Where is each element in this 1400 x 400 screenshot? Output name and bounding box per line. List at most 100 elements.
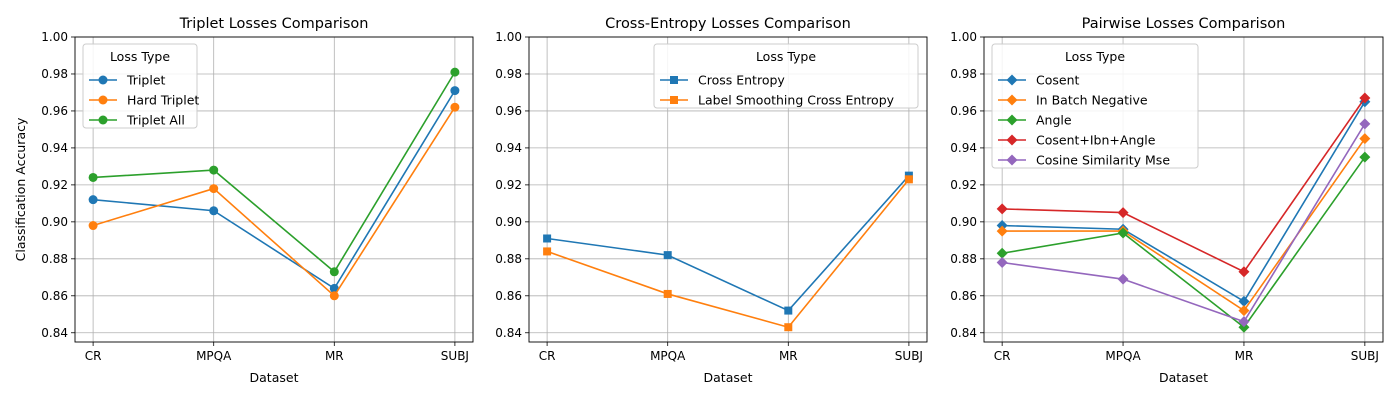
data-point bbox=[1238, 266, 1250, 278]
x-axis-label: Dataset bbox=[1159, 370, 1208, 385]
data-point bbox=[1117, 207, 1129, 219]
data-point bbox=[209, 165, 219, 175]
y-tick-label: 0.88 bbox=[950, 252, 977, 266]
chart-title: Cross-Entropy Losses Comparison bbox=[605, 16, 851, 32]
legend: Loss Type Triplet Hard Triplet Triplet All bbox=[82, 43, 199, 129]
legend: Loss Type Cosent In Batch Negative Angle Cos… bbox=[991, 43, 1199, 169]
chart-title: Triplet Losses Comparison bbox=[179, 16, 369, 32]
data-point bbox=[996, 203, 1008, 215]
legend-marker bbox=[98, 95, 108, 105]
series-line bbox=[1002, 101, 1366, 303]
legend-marker bbox=[98, 75, 108, 85]
legend-entry: Cross Entropy bbox=[660, 73, 785, 88]
series-cosine-similarity-mse bbox=[996, 118, 1371, 328]
series-line bbox=[546, 175, 910, 312]
series-cosent-ibn-angle bbox=[996, 92, 1371, 278]
legend: Loss Type Cross Entropy Label Smoothing Cr… bbox=[653, 43, 919, 109]
data-point bbox=[996, 257, 1008, 269]
data-point bbox=[784, 306, 793, 315]
y-tick-label: 1.00 bbox=[950, 30, 977, 44]
legend-label: Triplet All bbox=[126, 113, 185, 128]
legend-entry: Triplet All bbox=[89, 113, 185, 128]
x-tick-label: MR bbox=[779, 349, 798, 363]
x-tick-label: MPQA bbox=[650, 349, 686, 363]
legend-marker bbox=[1006, 74, 1018, 86]
legend-entry: Cosent bbox=[998, 73, 1080, 88]
x-axis-label: Dataset bbox=[250, 370, 299, 385]
y-tick-label: 0.92 bbox=[41, 178, 68, 192]
y-tick-label: 0.90 bbox=[495, 215, 522, 229]
series-line bbox=[93, 90, 456, 290]
legend-marker bbox=[98, 115, 108, 125]
series-line bbox=[546, 178, 910, 329]
series-line bbox=[92, 106, 456, 298]
y-tick-label: 0.92 bbox=[495, 178, 522, 192]
chart-title: Pairwise Losses Comparison bbox=[1082, 16, 1286, 32]
legend-label: Label Smoothing Cross Entropy bbox=[698, 93, 895, 108]
data-point bbox=[1238, 316, 1250, 328]
y-axis-label: Classification Accuracy bbox=[13, 117, 28, 261]
data-point bbox=[996, 220, 1008, 232]
data-point bbox=[329, 291, 339, 301]
legend-title: Loss Type bbox=[756, 49, 816, 64]
x-tick-label: MR bbox=[1235, 349, 1254, 363]
data-point bbox=[329, 267, 339, 277]
data-point bbox=[1238, 295, 1250, 307]
y-tick-label: 0.94 bbox=[41, 141, 68, 155]
x-tick-label: MR bbox=[325, 349, 344, 363]
legend-label: Hard Triplet bbox=[127, 93, 199, 108]
y-tick-label: 0.84 bbox=[950, 326, 977, 340]
axes-frame bbox=[983, 36, 1384, 343]
data-point bbox=[996, 247, 1008, 259]
legend-title: Loss Type bbox=[1065, 49, 1125, 64]
data-point bbox=[88, 172, 98, 182]
chart-panel-3: CR MPQA MR SUBJ 0.84 0.86 0.88 0.90 0.92 0.94 0.96… bbox=[950, 16, 1384, 385]
chart-panel-1: CR MPQA MR SUBJ 0.84 0.86 0.88 0.90 0.92 0.94 0.96… bbox=[13, 16, 474, 385]
x-tick-label: CR bbox=[85, 349, 102, 363]
legend-entry: Cosent+Ibn+Angle bbox=[998, 133, 1156, 148]
y-tick-label: 0.94 bbox=[950, 141, 977, 155]
y-tick-label: 0.84 bbox=[495, 326, 522, 340]
y-tick-label: 0.96 bbox=[950, 104, 977, 118]
y-tick-label: 0.98 bbox=[950, 67, 977, 81]
data-point bbox=[1238, 305, 1250, 317]
legend-label: Cosent+Ibn+Angle bbox=[1036, 133, 1156, 148]
series-line bbox=[1002, 138, 1366, 312]
legend-marker bbox=[1006, 154, 1018, 166]
data-point bbox=[663, 251, 672, 260]
x-tick-label: SUBJ bbox=[1351, 349, 1379, 363]
legend-label: In Batch Negative bbox=[1036, 93, 1148, 108]
axes-frame bbox=[74, 36, 474, 343]
legend-marker bbox=[1006, 94, 1018, 106]
legend-label: Triplet bbox=[126, 73, 166, 88]
y-tick-label: 0.86 bbox=[41, 289, 68, 303]
series-triplet bbox=[88, 86, 460, 293]
x-tick-label: MPQA bbox=[1105, 349, 1141, 363]
legend-entry: Label Smoothing Cross Entropy bbox=[660, 93, 895, 108]
data-point bbox=[904, 175, 913, 184]
y-tick-label: 0.94 bbox=[495, 141, 522, 155]
series-line bbox=[1002, 123, 1366, 323]
data-point bbox=[1359, 92, 1371, 104]
legend-marker bbox=[1006, 114, 1018, 126]
legend-marker bbox=[670, 76, 678, 84]
series-line bbox=[93, 71, 456, 273]
x-tick-label: SUBJ bbox=[441, 349, 469, 363]
y-tick-label: 1.00 bbox=[41, 30, 68, 44]
legend-label: Cosine Similarity Mse bbox=[1036, 153, 1170, 168]
y-tick-label: 0.88 bbox=[495, 252, 522, 266]
data-point bbox=[1117, 273, 1129, 285]
data-point bbox=[88, 221, 98, 231]
legend-entry: Angle bbox=[998, 113, 1072, 128]
data-point bbox=[1359, 133, 1371, 145]
legend-label: Angle bbox=[1036, 113, 1072, 128]
y-tick-label: 0.96 bbox=[41, 104, 68, 118]
axes-frame bbox=[528, 36, 928, 343]
x-tick-label: SUBJ bbox=[895, 349, 923, 363]
x-tick-label: CR bbox=[539, 349, 556, 363]
series-label-smoothing-cross-entropy bbox=[543, 175, 913, 332]
data-point bbox=[784, 323, 793, 332]
y-tick-label: 1.00 bbox=[495, 30, 522, 44]
data-point bbox=[450, 86, 460, 96]
data-point bbox=[209, 206, 219, 216]
